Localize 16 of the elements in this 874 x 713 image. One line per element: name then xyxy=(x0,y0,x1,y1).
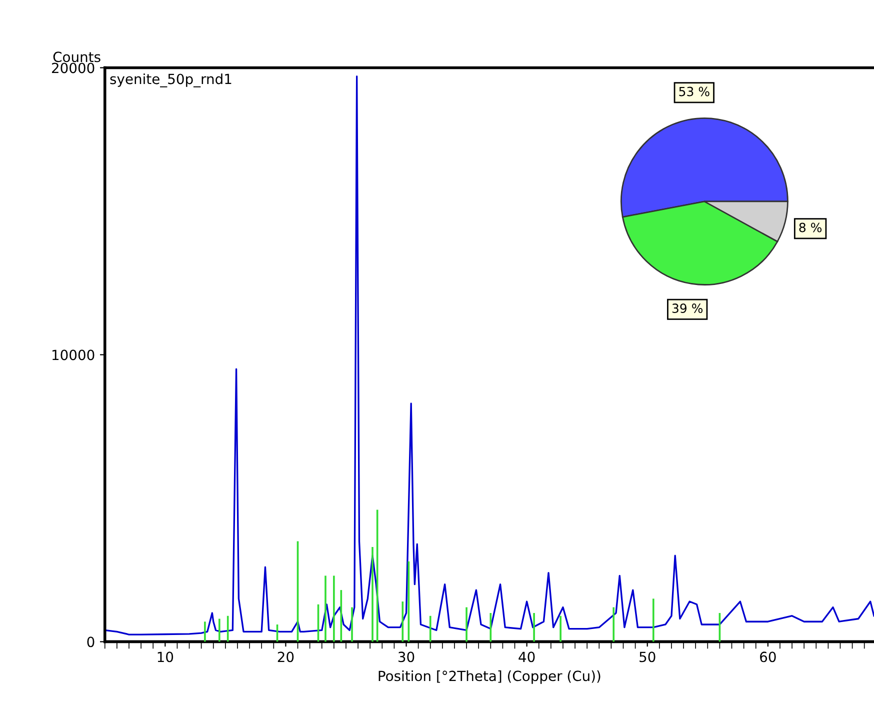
x-tick-label: 20 xyxy=(278,652,294,662)
y-tick-label: 10000 xyxy=(52,350,94,360)
data-label: 8 % xyxy=(799,222,822,232)
line-series xyxy=(104,76,874,636)
x-tick-label: 60 xyxy=(760,652,776,662)
y-tick-label: 0 xyxy=(87,636,94,648)
data-label: 53 % xyxy=(679,86,710,96)
x-tick-label: 50 xyxy=(640,652,656,662)
y-axis-title: Counts xyxy=(53,52,100,62)
x-tick-label: 30 xyxy=(398,652,414,662)
y-tick-label: 20000 xyxy=(52,62,94,74)
x-tick-label: 40 xyxy=(518,652,535,662)
data-label: 39 % xyxy=(672,304,703,314)
x-tick-label: 10 xyxy=(158,652,174,662)
x-axis-title: Position [°2Theta] (Copper (Cu)) xyxy=(378,670,600,684)
annotation: syenite_50p_rnd1 xyxy=(110,73,232,88)
